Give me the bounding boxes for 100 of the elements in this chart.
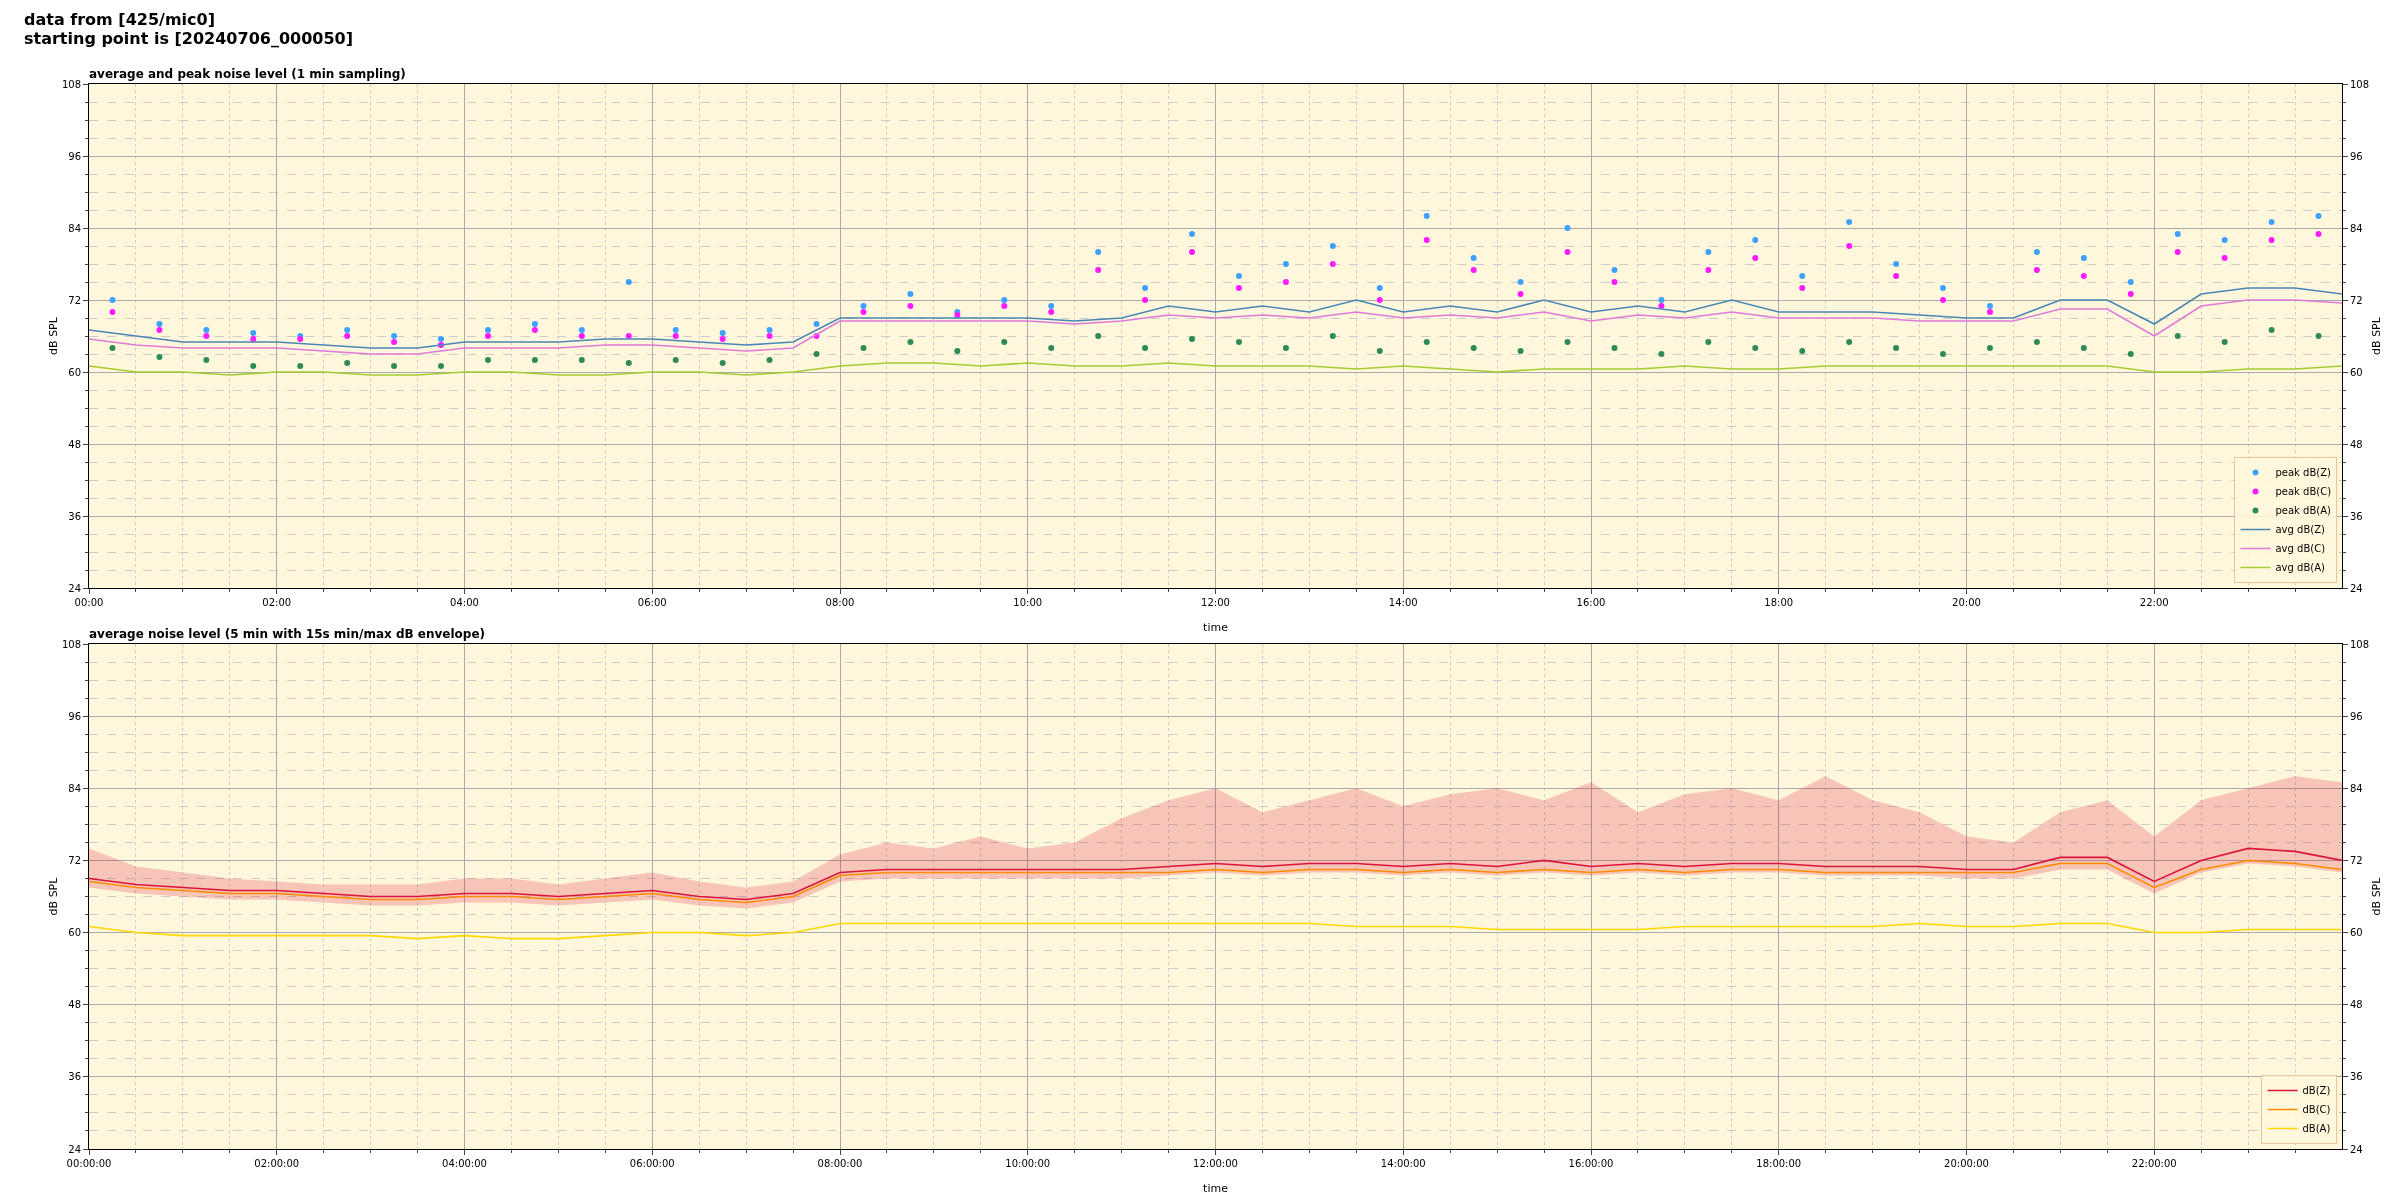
x-tick-label: 02:00 (262, 597, 292, 608)
point (1048, 345, 1055, 351)
x-tick-label: 02:00:00 (254, 1158, 300, 1169)
point (2268, 237, 2275, 243)
point (1095, 333, 1102, 339)
point (2174, 231, 2181, 237)
point (1189, 249, 1196, 255)
point (1423, 237, 1430, 243)
point (625, 360, 632, 366)
point (766, 357, 773, 363)
point (250, 363, 257, 369)
y-tick-label: 36 (68, 510, 81, 522)
point (1048, 309, 1055, 315)
point (250, 336, 257, 342)
point (344, 333, 351, 339)
point (766, 327, 773, 333)
line-series (89, 859, 2342, 904)
point (1142, 297, 1149, 303)
point (109, 309, 116, 315)
y-tick-label: 84 (68, 222, 81, 234)
point (1752, 237, 1759, 243)
x-tick-label: 10:00 (1013, 597, 1043, 608)
legend-label: dB(Z) (2302, 1085, 2331, 1097)
point (625, 279, 632, 285)
point (156, 321, 163, 327)
x-axis-title: time (1203, 621, 1229, 634)
legend-label: avg dB(A) (2275, 562, 2326, 574)
point (203, 333, 210, 339)
x-tick-label: 20:00 (1952, 597, 1981, 608)
point (1517, 279, 1524, 285)
x-axis-title: time (1203, 1182, 1229, 1195)
x-tick-label: 14:00:00 (1380, 1158, 1426, 1169)
point (1517, 291, 1524, 297)
point (813, 321, 820, 327)
x-tick-label: 16:00:00 (1568, 1158, 1614, 1169)
point (860, 303, 867, 309)
point (1986, 345, 1993, 351)
y-axis-title: dB SPL (47, 876, 60, 916)
x-tick-label: 22:00:00 (2131, 1158, 2177, 1169)
y-tick-label: 72 (68, 854, 81, 866)
point (2127, 291, 2134, 297)
point (1940, 285, 1947, 291)
y-tick-label: 96 (68, 710, 81, 722)
point (531, 357, 538, 363)
y2-tick-label: 72 (2350, 854, 2363, 866)
point (2268, 219, 2275, 225)
line-series (89, 847, 2342, 901)
point (391, 333, 398, 339)
point (484, 327, 491, 333)
point (438, 336, 445, 342)
point (1846, 219, 1853, 225)
point (2315, 213, 2322, 219)
point (2080, 345, 2087, 351)
point (1001, 297, 1008, 303)
point (766, 333, 773, 339)
legend-label: dB(C) (2302, 1104, 2331, 1116)
point (391, 363, 398, 369)
point (250, 330, 257, 336)
point (1799, 285, 1806, 291)
y2-tick-label: 48 (2350, 438, 2363, 450)
legend-label: peak dB(C) (2275, 486, 2332, 498)
point (2221, 339, 2228, 345)
point (1893, 345, 1900, 351)
point (438, 363, 445, 369)
legend-label: avg dB(C) (2275, 543, 2326, 555)
y2-tick-label: 96 (2350, 150, 2363, 162)
point (2315, 231, 2322, 237)
point (1376, 348, 1383, 354)
point (344, 360, 351, 366)
point (907, 291, 914, 297)
point (578, 333, 585, 339)
point (2174, 249, 2181, 255)
point (719, 360, 726, 366)
y2-tick-label: 36 (2350, 1071, 2363, 1083)
y2-tick-label: 84 (2350, 222, 2363, 234)
chart-title: data from [425/mic0] starting point is [20240706_000050] (24, 10, 354, 48)
y-tick-label: 96 (68, 150, 81, 162)
point (109, 345, 116, 351)
point (2221, 237, 2228, 243)
point (1376, 297, 1383, 303)
point (1705, 339, 1712, 345)
y2-tick-label: 96 (2350, 710, 2363, 722)
point (1893, 273, 1900, 279)
point (1658, 297, 1665, 303)
chart-subtitle: average and peak noise level (1 min sampling) (89, 67, 406, 81)
point (1611, 279, 1618, 285)
point (1986, 309, 1993, 315)
y2-tick-label: 36 (2350, 510, 2363, 522)
point (1658, 351, 1665, 357)
y2-tick-label: 72 (2350, 294, 2363, 306)
point (1095, 249, 1102, 255)
y-tick-label: 60 (68, 927, 81, 939)
point (1329, 261, 1336, 267)
y2-tick-label: 24 (2350, 582, 2363, 594)
point (1799, 273, 1806, 279)
point (1517, 348, 1524, 354)
point (1752, 345, 1759, 351)
point (1376, 285, 1383, 291)
point (484, 357, 491, 363)
point (672, 327, 679, 333)
